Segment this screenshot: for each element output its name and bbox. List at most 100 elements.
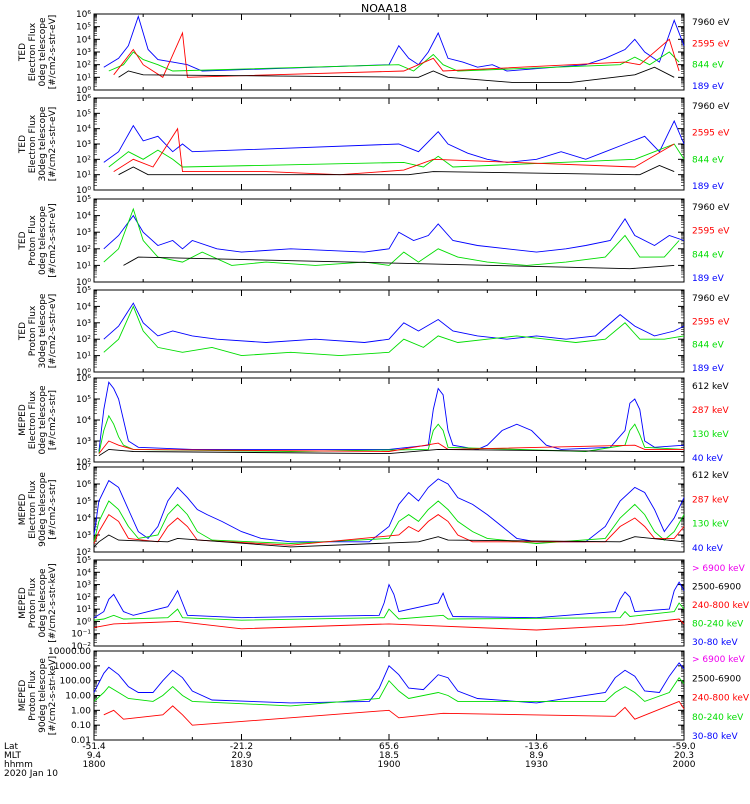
legend-label: 2595 eV (692, 227, 730, 237)
y-tick-label: 10² (76, 335, 91, 345)
y-axis-label: Electron Flux (28, 114, 38, 173)
y-tick-label: 10⁰ (76, 186, 91, 196)
y-tick-label: 1000.00 (54, 662, 91, 672)
y-tick-label: 10⁵ (76, 497, 91, 507)
y-tick-label: 10⁵ (76, 286, 91, 296)
y-tick-label: 10⁷ (76, 463, 91, 473)
y-tick-label: 10³ (76, 531, 91, 541)
y-axis-label: 90deg telescope (38, 472, 48, 547)
legend-label: 7960 eV (692, 203, 730, 213)
x-tick-label: 1930 (525, 760, 548, 770)
y-tick-label: 10⁵ (76, 556, 91, 566)
y-tick-label: 10⁵ (76, 195, 91, 205)
y-tick-label: 10⁵ (76, 395, 91, 405)
panel-4: 10⁰ 10¹ 10² 10³ 10⁴ 10⁵ TED Proton Flux 30deg te… (18, 286, 730, 378)
y-tick-label: 1.00 (71, 706, 91, 716)
legend-label: 189 eV (692, 364, 725, 374)
y-tick-label: 10³ (76, 228, 91, 238)
y-axis-label: MEPED (18, 587, 28, 619)
y-tick-label: 10⁻² (71, 642, 91, 652)
y-tick-label: 10² (76, 155, 91, 165)
legend-label: 7960 eV (692, 18, 730, 28)
y-tick-label: 10⁴ (76, 514, 91, 524)
y-tick-label: 10⁴ (76, 35, 91, 45)
panel-7: 10⁻² 10⁻¹ 10⁰ 10¹ 10² 10³ 10⁴ 10⁵ MEPED Proton Fl… (18, 556, 750, 652)
series-line (103, 15, 685, 72)
y-axis-label: Electron Flux (28, 22, 38, 81)
y-axis-label: [#/cm2-s-str-keV] (48, 656, 58, 735)
y-axis-label: 0deg telescope (38, 385, 48, 455)
legend-label: 287 keV (692, 495, 729, 505)
x-tick-label: -51.4 (82, 742, 106, 752)
y-tick-label: 10⁴ (76, 568, 91, 578)
legend-label: > 6900 keV (692, 564, 746, 574)
y-tick-label: 10000.00 (48, 647, 91, 657)
x-tick-label: 2000 (673, 760, 696, 770)
y-tick-label: 10³ (76, 319, 91, 329)
y-tick-label: 10³ (76, 581, 91, 591)
legend-label: > 6900 keV (692, 655, 746, 665)
legend-label: 30-80 keV (692, 638, 738, 648)
y-tick-label: 10⁴ (76, 125, 91, 135)
y-axis-label: [#/cm2-s-str-eV] (48, 107, 58, 182)
legend-label: 844 eV (692, 341, 725, 351)
series-line (93, 662, 685, 704)
panel-6: 10² 10³ 10⁴ 10⁵ 10⁶ 10⁷ MEPED Electron Flux 90de… (18, 463, 729, 558)
series-line (113, 31, 680, 78)
x-tick-label: -21.2 (230, 742, 253, 752)
legend-label: 130 keV (692, 520, 729, 530)
x-tick-label: 65.6 (379, 742, 399, 752)
legend-label: 80-240 keV (692, 620, 744, 630)
y-tick-label: 10⁰ (76, 278, 91, 288)
y-axis-label: [#/cm2-s-str-eV] (48, 203, 58, 278)
y-axis-label: TED (18, 322, 28, 341)
y-axis-label: 90deg telescope (38, 658, 48, 733)
y-tick-label: 10⁴ (76, 302, 91, 312)
legend-label: 844 eV (692, 155, 725, 165)
series-line (93, 513, 685, 546)
legend-label: 80-240 keV (692, 713, 744, 723)
y-axis-label: [#/cm2-s-str-eV] (48, 294, 58, 369)
y-tick-label: 10² (76, 593, 91, 603)
y-tick-label: 10⁶ (76, 94, 91, 104)
y-axis-label: 0deg telescope (38, 568, 48, 638)
chart-title: NOAA18 (361, 2, 407, 15)
y-axis-label: 0deg telescope (38, 206, 48, 276)
series-line (93, 500, 685, 544)
legend-label: 189 eV (692, 274, 725, 284)
x-tick-label: 20.3 (674, 751, 694, 761)
x-tick-label: -59.0 (672, 742, 696, 752)
y-tick-label: 10⁴ (76, 416, 91, 426)
y-tick-label: 10⁰ (76, 368, 91, 378)
y-tick-label: 10² (76, 548, 91, 558)
series-line (98, 448, 684, 457)
legend-label: 240-800 keV (692, 601, 750, 611)
series-line (93, 478, 685, 543)
y-axis-label: Proton Flux (28, 577, 38, 628)
y-tick-label: 0.10 (71, 721, 91, 731)
y-tick-label: 10³ (76, 48, 91, 58)
x-tick-label: 1800 (83, 760, 106, 770)
y-tick-label: 10¹ (76, 261, 91, 271)
legend-label: 189 eV (692, 182, 725, 192)
y-axis-label: [#/cm2-s-str-eV] (48, 15, 58, 90)
y-axis-label: MEPED (18, 404, 28, 436)
x-tick-label: 18.5 (379, 751, 399, 761)
x-tick-label: 20.9 (231, 751, 251, 761)
x-tick-label: 9.4 (87, 751, 102, 761)
series-line (93, 676, 685, 707)
y-tick-label: 10⁴ (76, 212, 91, 222)
legend-label: 189 eV (692, 82, 725, 92)
series-line (93, 602, 685, 621)
panel-frame (93, 198, 685, 283)
y-axis-label: Electron Flux (28, 480, 38, 539)
panel-5: 10² 10³ 10⁴ 10⁵ 10⁶ MEPED Electron Flux 0deg te… (18, 374, 729, 468)
y-tick-label: 10⁶ (76, 10, 91, 20)
y-tick-label: 10¹ (76, 605, 91, 615)
series-line (93, 534, 685, 548)
y-axis-label: 0deg telescope (38, 17, 48, 87)
legend-label: 844 eV (692, 250, 725, 260)
legend-label: 2595 eV (692, 317, 730, 327)
y-tick-label: 10⁻¹ (71, 630, 91, 640)
